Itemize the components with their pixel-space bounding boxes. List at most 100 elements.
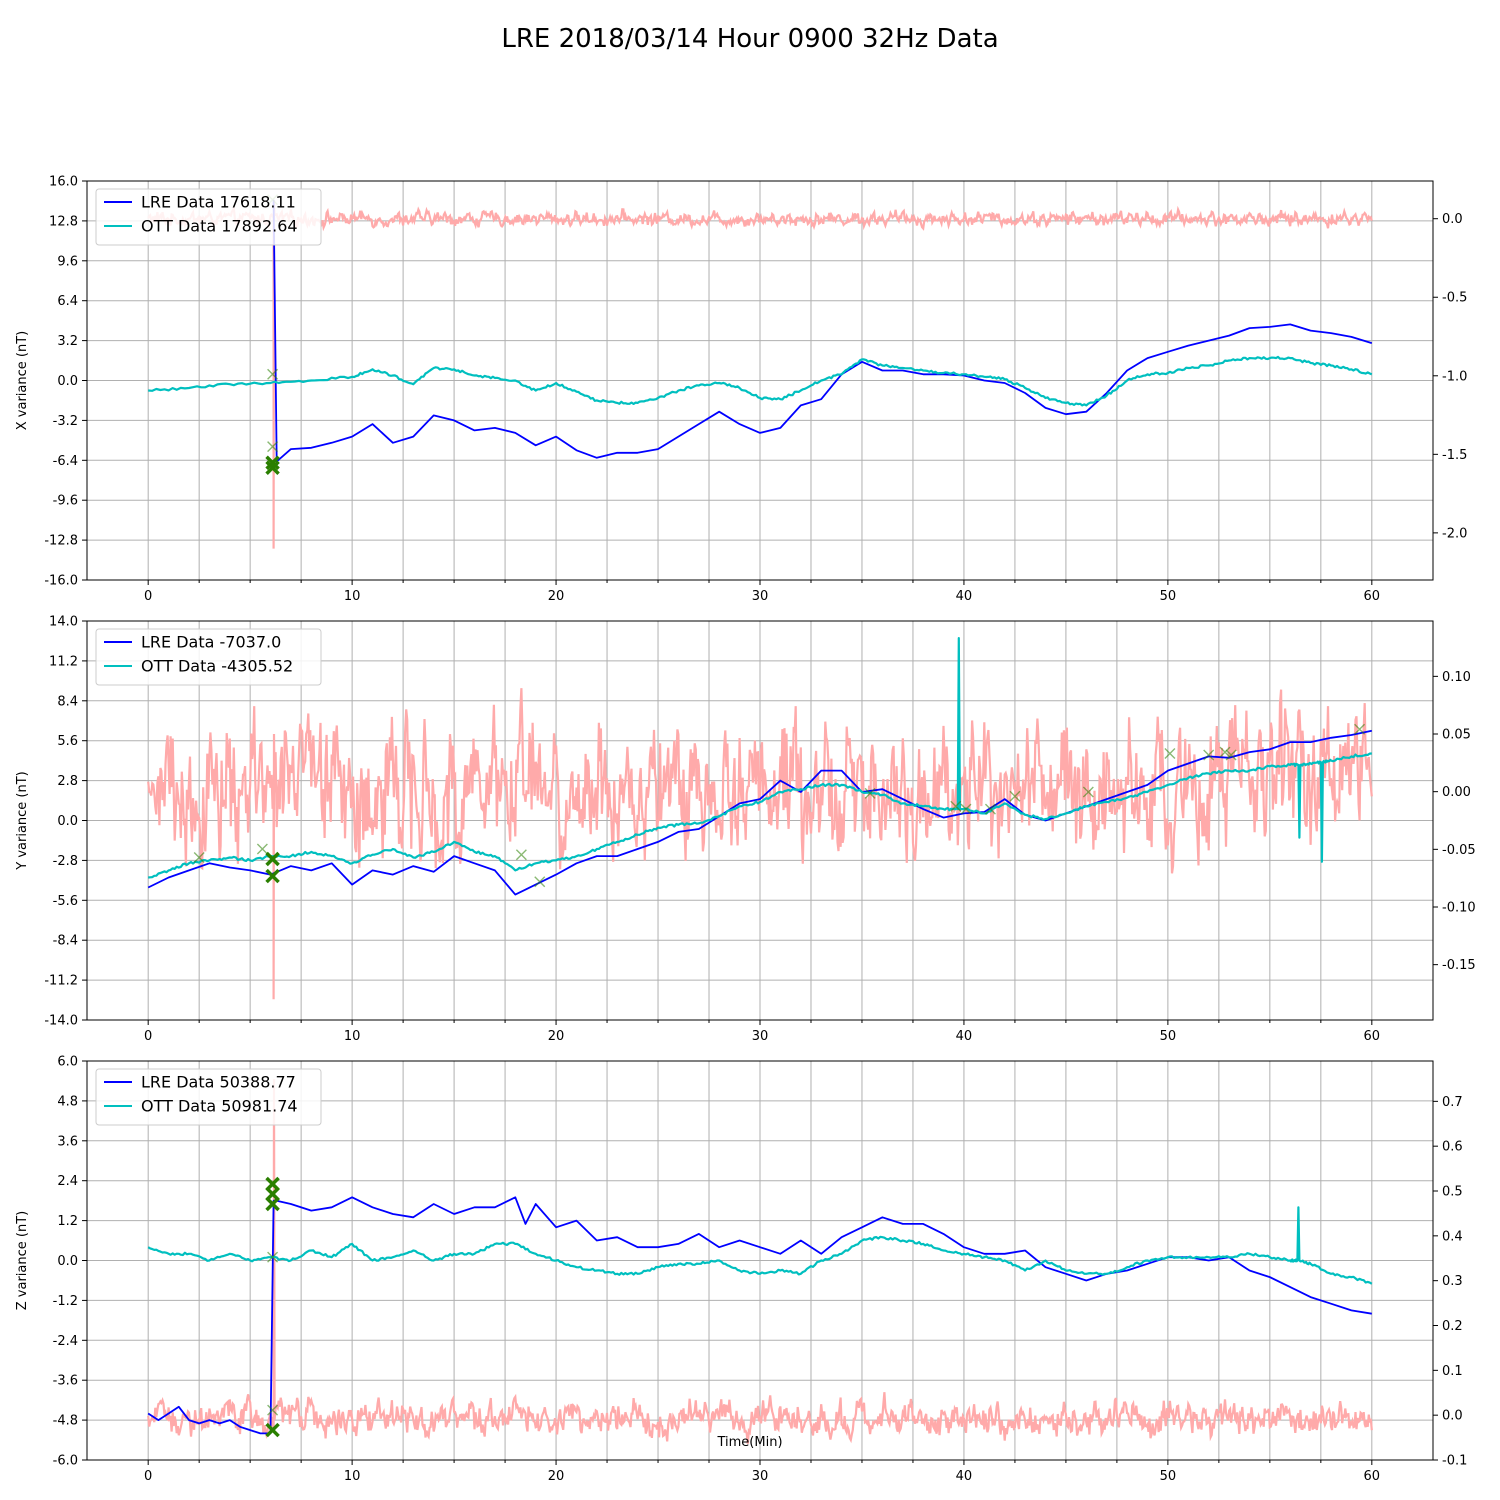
legend-label-lre: LRE Data 50388.77 (141, 1073, 296, 1092)
legend-label-ott: OTT Data 17892.64 (141, 217, 298, 236)
y2-tick-label: -2.0 (1442, 526, 1467, 541)
peak-marker (950, 800, 962, 812)
y-tick-label: 0.0 (57, 814, 78, 829)
peak-marker (265, 460, 280, 476)
y2-tick-label: -0.05 (1442, 843, 1476, 858)
y-axis-label: Y variance (nT) (15, 771, 30, 871)
ott-series (148, 355, 1373, 407)
y-axis-label: Z variance (nT) (15, 1211, 30, 1310)
legend-label-ott: OTT Data -4305.52 (141, 657, 293, 676)
z-variance-panel: 0 10 20 30 40 50 60 6.0 4.8 3.6 2.4 1.2 0.0 -1.2 -2.4 -… (15, 1055, 1467, 1485)
x-tick-label: 20 (548, 1029, 565, 1044)
peak-marker (265, 1422, 280, 1438)
legend-label-lre: LRE Data 17618.11 (141, 193, 296, 212)
x-axis-label: Time(Min) (716, 1435, 782, 1450)
y-tick-label: 0.0 (57, 1254, 78, 1269)
y-tick-label: 9.6 (57, 254, 78, 269)
y-tick-label: -11.2 (44, 974, 78, 989)
difference-series (147, 688, 1373, 1000)
legend: LRE Data 17618.11 OTT Data 17892.64 (95, 188, 322, 246)
y-tick-label: -12.8 (44, 534, 78, 549)
legend: LRE Data 50388.77 OTT Data 50981.74 (95, 1068, 322, 1126)
x-tick-label: 0 (144, 1029, 152, 1044)
y2-tick-label: -0.15 (1442, 958, 1476, 973)
x-tick-label: 40 (956, 1469, 973, 1484)
peak-marker (1009, 790, 1021, 802)
x-tick-label: 10 (344, 1469, 361, 1484)
y2-tick-label: 0.6 (1442, 1140, 1463, 1155)
x-tick-label: 30 (752, 1469, 769, 1484)
x-tick-label: 40 (956, 1029, 973, 1044)
y2-tick-label: 0.4 (1442, 1229, 1463, 1244)
peak-marker (1225, 749, 1237, 761)
y-tick-label: 16.0 (49, 175, 78, 190)
y-tick-label: -9.6 (53, 494, 78, 509)
y-tick-label: -6.4 (53, 454, 78, 469)
peak-marker (193, 852, 205, 864)
ott-series (147, 1206, 1373, 1285)
y-axis-label: X variance (nT) (15, 331, 30, 430)
peak-marker (267, 1251, 279, 1263)
y2-tick-label: 0.00 (1442, 785, 1471, 800)
ott-series (148, 637, 1372, 879)
y-tick-label: -16.0 (44, 574, 78, 589)
peak-marker (1203, 749, 1215, 761)
peak-marker (1354, 723, 1366, 735)
y-tick-label: 3.2 (57, 334, 78, 349)
peak-marker (984, 803, 996, 815)
y-tick-label: -2.8 (53, 854, 78, 869)
lre-series (147, 1196, 1372, 1435)
peak-marker (267, 1404, 279, 1416)
y2-tick-label: -1.0 (1442, 369, 1467, 384)
peak-marker (267, 441, 279, 453)
y-tick-label: 0.0 (57, 374, 78, 389)
y2-tick-label: -0.5 (1442, 291, 1467, 306)
x-tick-label: 40 (956, 589, 973, 604)
figure-title: LRE 2018/03/14 Hour 0900 32Hz Data (501, 24, 999, 54)
y-tick-label: 6.4 (57, 294, 78, 309)
y-tick-label: -4.8 (53, 1414, 78, 1429)
y2-tick-label: 0.5 (1442, 1185, 1463, 1200)
x-tick-label: 50 (1160, 1029, 1177, 1044)
y-tick-label: 1.2 (57, 1214, 78, 1229)
y-tick-label: 2.8 (57, 774, 78, 789)
legend-label-lre: LRE Data -7037.0 (141, 633, 281, 652)
y-tick-label: 4.8 (57, 1094, 78, 1109)
y-tick-label: 12.8 (49, 214, 78, 229)
y2-tick-label: 0.05 (1442, 728, 1471, 743)
difference-series (147, 199, 1373, 549)
plot-area (147, 637, 1373, 1000)
peak-marker (1082, 786, 1094, 798)
x-tick-label: 30 (752, 1029, 769, 1044)
x-tick-label: 60 (1364, 1469, 1381, 1484)
x-tick-label: 30 (752, 589, 769, 604)
y-tick-label: -8.4 (53, 934, 78, 949)
peak-marker (265, 868, 280, 884)
y-tick-label: 3.6 (57, 1134, 78, 1149)
y2-tick-label: -0.10 (1442, 900, 1476, 915)
peak-marker (265, 1176, 280, 1192)
y2-tick-label: 0.1 (1442, 1364, 1463, 1379)
y-tick-label: -3.6 (53, 1374, 78, 1389)
y2-tick-label: 0.7 (1442, 1095, 1463, 1110)
y-tick-label: -1.2 (53, 1294, 78, 1309)
y2-tick-label: 0.10 (1442, 670, 1471, 685)
peak-marker (265, 851, 280, 867)
y-tick-label: -2.4 (53, 1334, 78, 1349)
peak-marker (534, 876, 546, 888)
y-tick-label: -5.6 (53, 894, 78, 909)
x-tick-label: 0 (144, 1469, 152, 1484)
legend-label-ott: OTT Data 50981.74 (141, 1097, 298, 1116)
peak-marker (256, 843, 268, 855)
x-variance-panel: 0 10 20 30 40 50 60 16.0 12.8 9.6 6.4 3.2 0.0 -3.2 -6.… (15, 175, 1467, 605)
y-tick-label: 14.0 (49, 615, 78, 630)
y-variance-panel: 0 10 20 30 40 50 60 14.0 11.2 8.4 5.6 2.8 0.0 -2.8 -5.… (15, 615, 1476, 1045)
y-tick-label: 2.4 (57, 1174, 78, 1189)
x-tick-label: 60 (1364, 1029, 1381, 1044)
plot-area (147, 1078, 1373, 1444)
lre-series (272, 199, 1373, 463)
peak-marker (1219, 746, 1231, 758)
x-tick-label: 10 (344, 589, 361, 604)
x-tick-label: 20 (548, 589, 565, 604)
